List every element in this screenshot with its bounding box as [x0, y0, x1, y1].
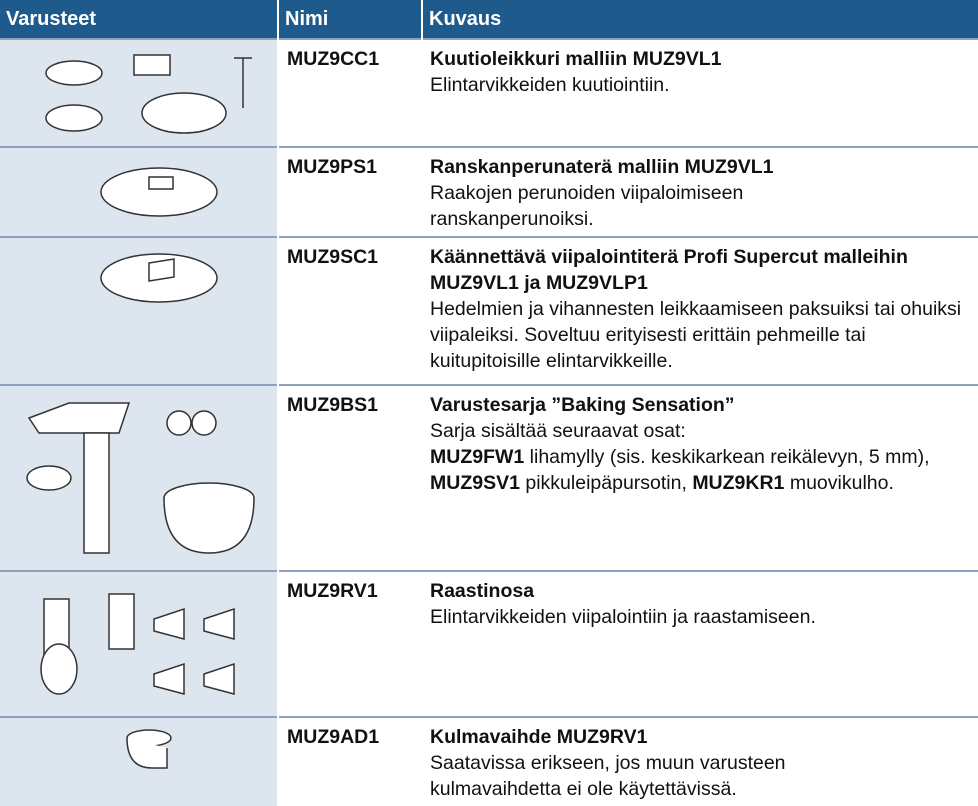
- description: Varustesarja ”Baking Sensation” Sarja sis…: [422, 384, 978, 571]
- row: MUZ9SC1 Käännettävä viipalointiterä Prof…: [0, 236, 978, 385]
- header-cell: Varusteet: [0, 0, 279, 39]
- text: Raakojen perunoiden viipaloimiseen: [430, 182, 744, 204]
- code: MUZ9RV1: [278, 570, 422, 717]
- row: MUZ9CC1 Kuutioleikkuri malliin MUZ9VL1 El…: [0, 38, 978, 147]
- item-text: pikkuleipäpursotin,: [525, 472, 687, 494]
- code: MUZ9BS1: [278, 384, 422, 571]
- text: Elintarvikkeiden viipalointiin ja raasta…: [430, 606, 816, 628]
- row: MUZ9AD1 Kulmavaihde MUZ9RV1 Saatavissa er…: [0, 716, 978, 806]
- text: Elintarvikkeiden kuutiointiin.: [430, 74, 670, 96]
- item-code: MUZ9SV1: [430, 472, 520, 494]
- title: Raastinosa: [430, 580, 535, 602]
- code: MUZ9CC1: [278, 38, 422, 147]
- illustration: [99, 253, 218, 303]
- image-cell: [0, 38, 279, 147]
- text: Saatavissa erikseen, jos muun varusteen: [430, 752, 786, 774]
- item-code: MUZ9KR1: [692, 472, 785, 494]
- row: MUZ9PS1 Ranskanperunaterä malliin MUZ9VL…: [0, 146, 978, 237]
- image-cell: [0, 716, 279, 806]
- image-cell: [0, 570, 279, 717]
- description: Käännettävä viipalointiterä Profi Superc…: [422, 236, 978, 385]
- illustration: [39, 593, 235, 695]
- image-cell: [0, 384, 279, 571]
- code: MUZ9SC1: [278, 236, 422, 385]
- illustration: [125, 729, 172, 769]
- item-code: MUZ9FW1: [430, 446, 525, 468]
- title: Varustesarja ”Baking Sensation”: [430, 394, 735, 416]
- image-cell: [0, 236, 279, 385]
- title: Käännettävä viipalointiterä Profi Superc…: [430, 246, 908, 294]
- item-text: lihamylly (sis. keskikarkean reikälevyn,…: [529, 446, 930, 468]
- code: MUZ9PS1: [278, 146, 422, 237]
- text: ranskanperunoiksi.: [430, 208, 594, 230]
- description: Kulmavaihde MUZ9RV1 Saatavissa erikseen, …: [422, 716, 978, 806]
- illustration: [25, 402, 255, 554]
- text: Hedelmien ja vihannesten leikkaamiseen p…: [430, 298, 962, 372]
- image-cell: [0, 146, 279, 237]
- header-cell: Nimi: [278, 0, 423, 39]
- row: MUZ9BS1 Varustesarja ”Baking Sensation” S…: [0, 384, 978, 571]
- code: MUZ9AD1: [278, 716, 422, 806]
- description: Kuutioleikkuri malliin MUZ9VL1 Elintarvik…: [422, 38, 978, 147]
- item-text: muovikulho.: [789, 472, 894, 494]
- row: MUZ9RV1 Raastinosa Elintarvikkeiden viipa…: [0, 570, 978, 717]
- header-cell: Kuvaus: [422, 0, 978, 39]
- title: Ranskanperunaterä malliin MUZ9VL1: [430, 156, 774, 178]
- title: Kulmavaihde MUZ9RV1: [430, 726, 648, 748]
- description: Ranskanperunaterä malliin MUZ9VL1 Raakoje…: [422, 146, 978, 237]
- text: Sarja sisältää seuraavat osat:: [430, 420, 686, 442]
- title: Kuutioleikkuri malliin MUZ9VL1: [430, 48, 722, 70]
- header-row: Varusteet Nimi Kuvaus: [0, 0, 978, 39]
- item-list: MUZ9FW1 lihamylly (sis. keskikarkean rei…: [430, 444, 970, 496]
- illustration: [44, 54, 252, 134]
- illustration: [99, 167, 218, 217]
- description: Raastinosa Elintarvikkeiden viipalointiin…: [422, 570, 978, 717]
- text: kulmavaihdetta ei ole käytettävissä.: [430, 778, 737, 800]
